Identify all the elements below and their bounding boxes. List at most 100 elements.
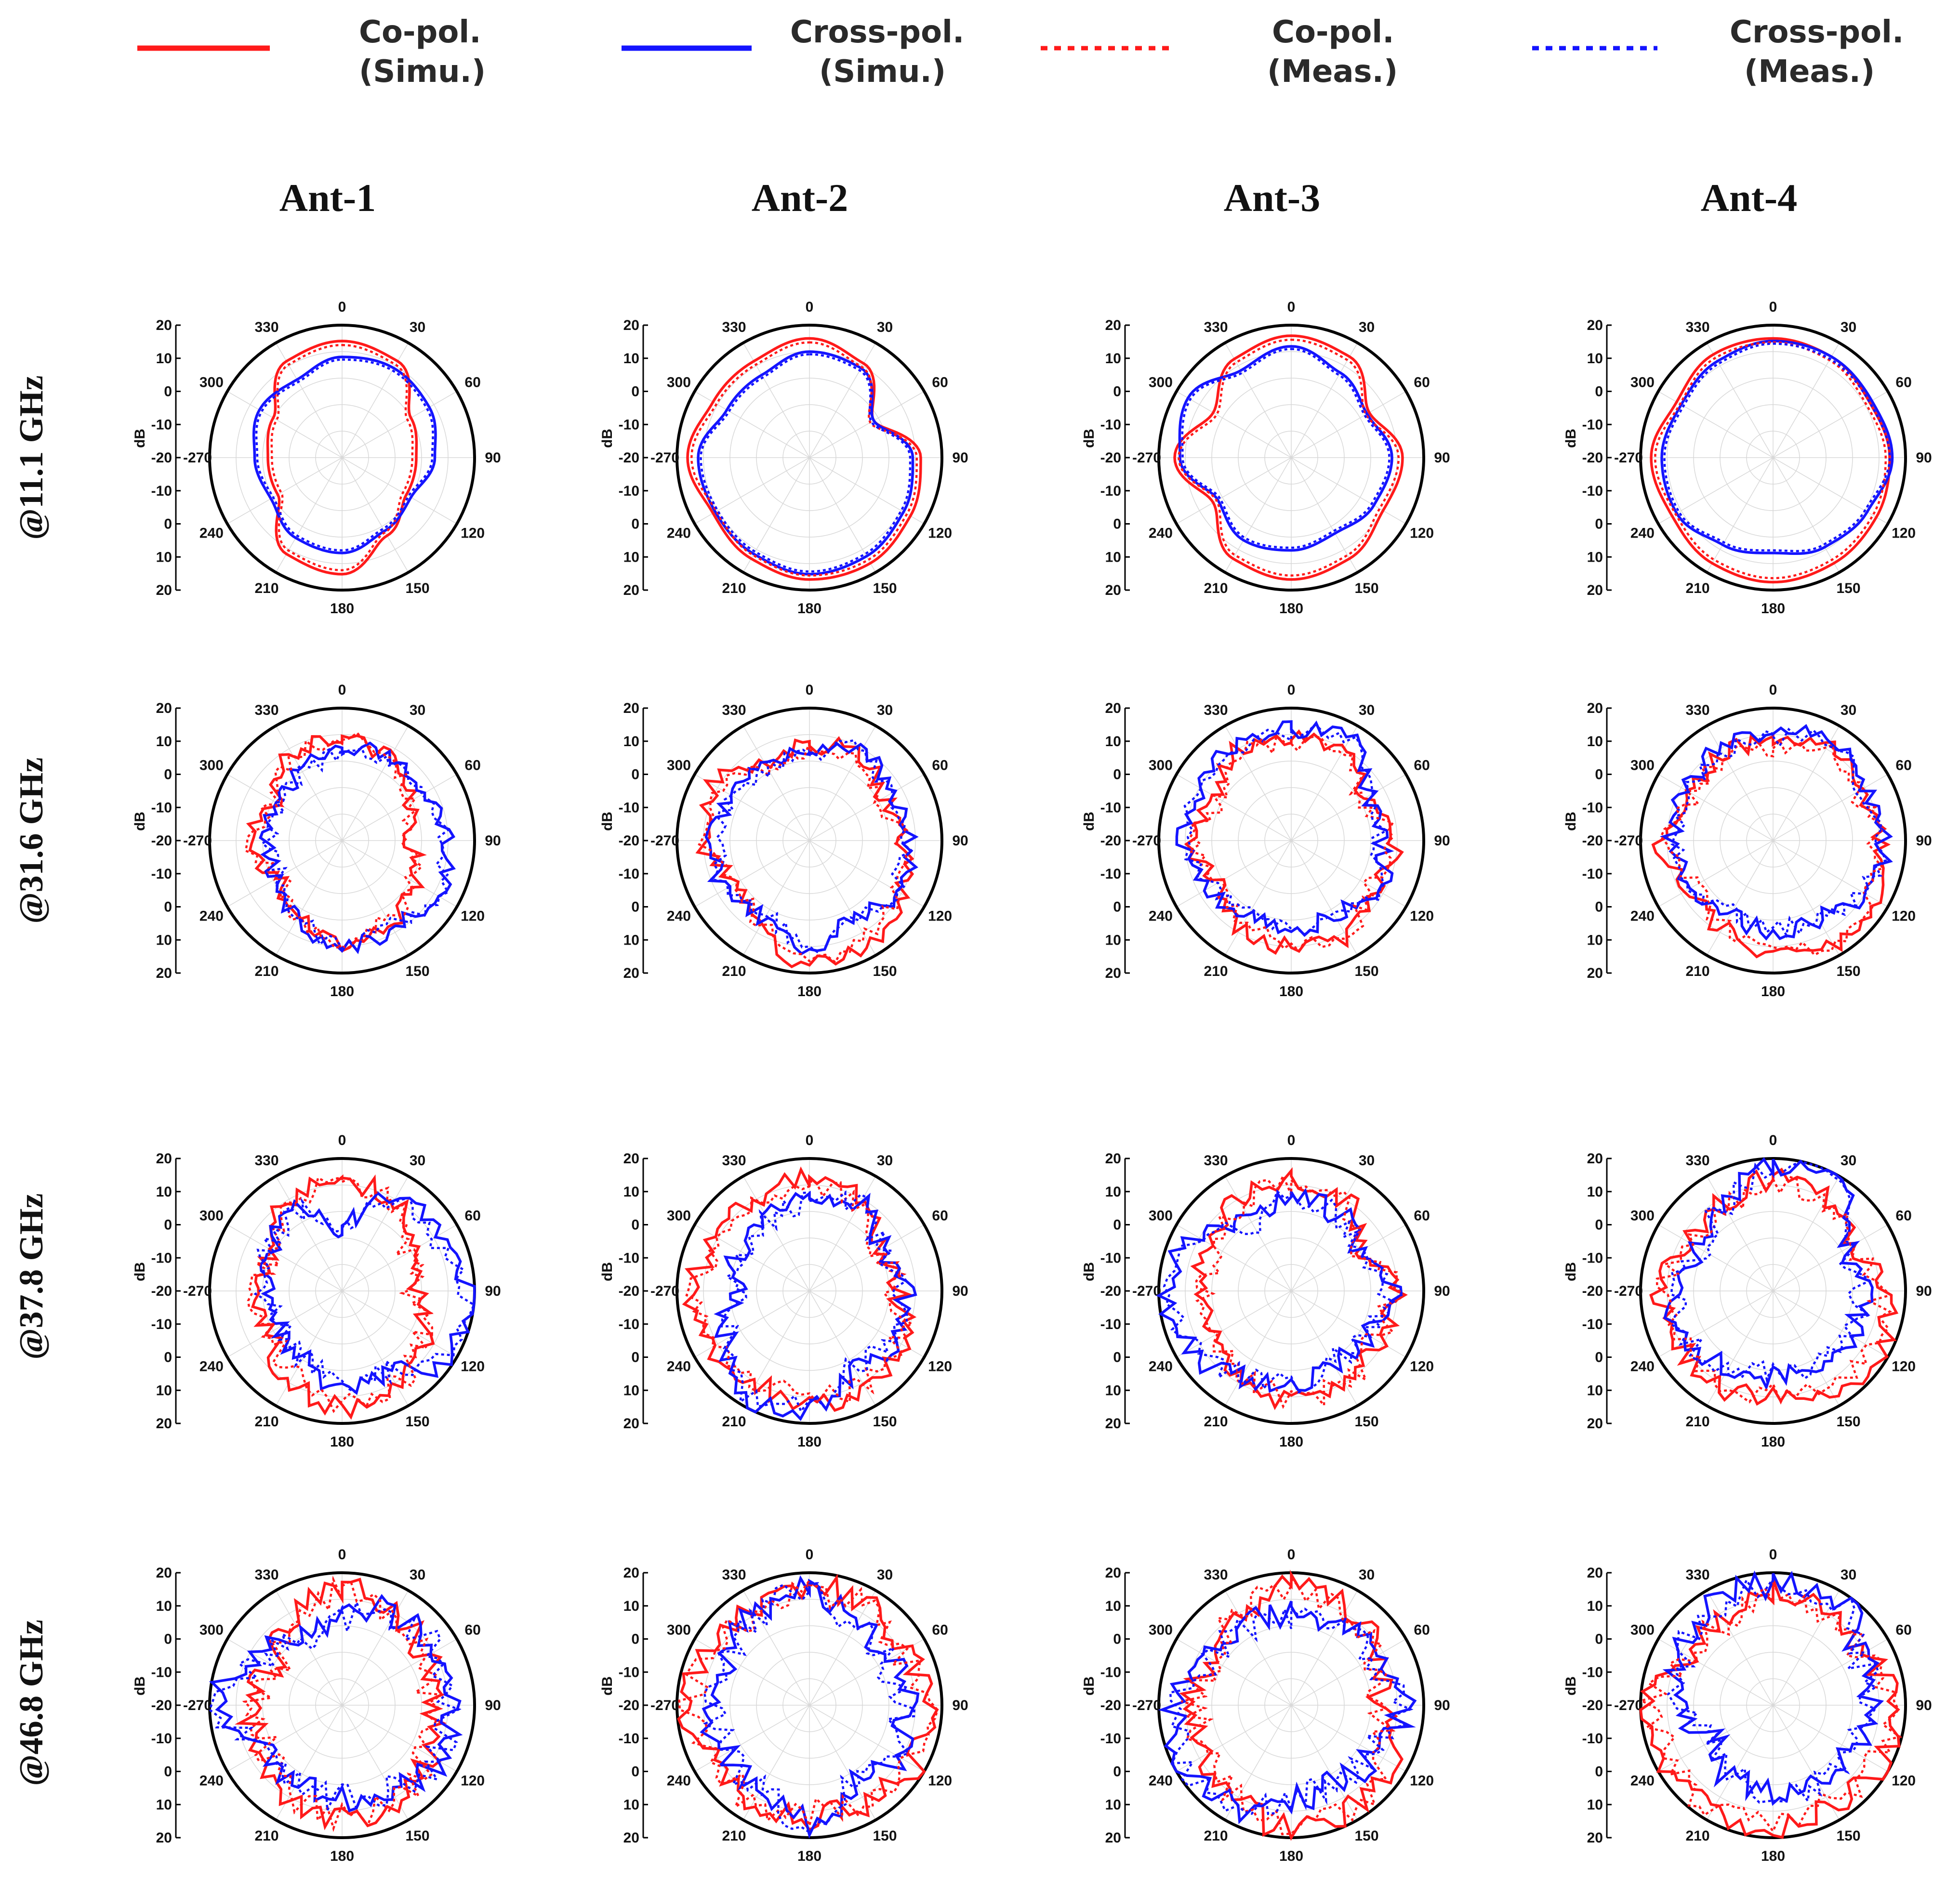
angle-label--270: -270 — [1132, 450, 1161, 466]
grid-spoke — [742, 1590, 810, 1706]
radial-tick-label: -10 — [619, 800, 639, 816]
radial-tick-label: 20 — [1105, 582, 1121, 598]
co-pol-simu-trace — [251, 1174, 435, 1420]
angle-label-0: 0 — [1287, 1132, 1296, 1148]
angle-label-150: 150 — [873, 580, 897, 596]
co-pol-meas-trace — [1655, 1175, 1893, 1405]
radial-tick-label: 20 — [1587, 317, 1603, 333]
outer-ring — [1639, 707, 1907, 974]
radial-tick-label: 20 — [1587, 965, 1603, 981]
co-pol-simu-trace — [1184, 729, 1404, 955]
angle-label-60: 60 — [1895, 1622, 1911, 1638]
radial-tick-label: -10 — [619, 866, 639, 882]
angle-label-210: 210 — [722, 580, 746, 596]
grid-spoke — [1706, 1176, 1774, 1291]
angle-label--270: -270 — [183, 1283, 212, 1299]
radial-tick-label: 10 — [1105, 549, 1121, 565]
radial-tick-label: 10 — [156, 1184, 172, 1200]
radial-tick-label: 0 — [1595, 899, 1603, 915]
angle-label-150: 150 — [873, 1828, 897, 1844]
radial-tick-label: 0 — [1113, 1764, 1121, 1780]
grid-spoke — [1706, 1290, 1774, 1406]
radial-tick-label: 10 — [1587, 932, 1603, 948]
angle-label-330: 330 — [254, 1567, 278, 1583]
grid-spoke — [1291, 1224, 1406, 1291]
radial-tick-label: 0 — [164, 516, 172, 532]
grid-spoke — [809, 457, 876, 573]
polar-plot-ant-1-468GHz: 20 10 0 -10 -20 -10 0 10 20 dB 0 30 60 90 120 150 180 210… — [132, 1547, 501, 1864]
angle-label-210: 210 — [1685, 963, 1709, 979]
grid-spoke — [1773, 457, 1840, 573]
radial-tick-label: -10 — [1582, 483, 1603, 499]
radial-tick-label: 0 — [1595, 1350, 1603, 1366]
radial-tick-label: 0 — [164, 767, 172, 783]
radial-tick-label: 20 — [1587, 700, 1603, 716]
angle-label-240: 240 — [1630, 526, 1655, 541]
legend-cross-meas-label-2: (Meas.) — [1744, 54, 1875, 90]
angle-label-30: 30 — [410, 702, 425, 718]
angle-label-60: 60 — [1414, 1208, 1430, 1224]
grid-spoke — [809, 1176, 876, 1291]
polar-panels: 20 10 0 -10 -20 -10 0 10 20 dB 0 30 60 90 120 150 180 210… — [132, 299, 1932, 1864]
angle-label--270: -270 — [1132, 1698, 1161, 1713]
angle-label-180: 180 — [1761, 1434, 1785, 1450]
radial-tick-label: -20 — [1582, 833, 1603, 849]
angle-label-0: 0 — [1769, 1547, 1777, 1563]
cross-pol-simu-trace — [697, 350, 914, 576]
angle-label-120: 120 — [1892, 908, 1916, 924]
radial-tick-label: 0 — [631, 1350, 639, 1366]
legend-co-sim-label-1: Co-pol. — [359, 14, 481, 50]
angle-label-300: 300 — [1149, 1208, 1173, 1224]
angle-label-180: 180 — [330, 1848, 354, 1864]
radial-tick-label: 20 — [623, 1416, 639, 1432]
grid-spoke — [1658, 1705, 1774, 1772]
radial-tick-label: 0 — [631, 1764, 639, 1780]
angle-label-150: 150 — [873, 963, 897, 979]
radial-tick-label: 20 — [1587, 1416, 1603, 1432]
radial-tick-label: -10 — [151, 1731, 172, 1747]
co-pol-simu-trace — [682, 1166, 917, 1412]
co-pol-meas-trace — [247, 1176, 434, 1413]
angle-label-240: 240 — [1149, 908, 1173, 924]
angle-label-90: 90 — [1916, 450, 1932, 466]
angle-label-90: 90 — [485, 1283, 501, 1299]
grid-spoke — [227, 391, 343, 458]
angle-label-120: 120 — [1410, 1359, 1434, 1375]
radial-tick-label: 20 — [623, 1151, 639, 1167]
db-axis-label: dB — [599, 1262, 615, 1281]
grid-spoke — [1658, 774, 1774, 841]
polar-plot-ant-4-468GHz: 20 10 0 -10 -20 -10 0 10 20 dB 0 30 60 90 120 150 180 210… — [1563, 1547, 1932, 1864]
legend-co-meas-label-1: Co-pol. — [1272, 14, 1394, 50]
legend: Co-pol. (Simu.) Cross-pol. (Simu.) Co-po… — [137, 14, 1904, 90]
angle-label-330: 330 — [1685, 319, 1709, 335]
grid-spoke — [809, 457, 925, 525]
radial-tick-label: 10 — [1105, 1797, 1121, 1813]
co-pol-simu-trace — [695, 736, 914, 969]
angle-label-90: 90 — [952, 833, 968, 849]
grid-spoke — [694, 840, 810, 908]
cross-pol-meas-trace — [711, 739, 915, 953]
polar-plot-ant-3-468GHz: 20 10 0 -10 -20 -10 0 10 20 dB 0 30 60 90 120 150 180 210… — [1081, 1547, 1450, 1864]
angle-label-330: 330 — [1204, 1567, 1228, 1583]
cross-pol-simu-trace — [1663, 1157, 1874, 1391]
angle-label-0: 0 — [338, 1547, 346, 1563]
grid-spoke — [1658, 1224, 1774, 1291]
grid-spoke — [809, 1290, 876, 1406]
radial-tick-label: 0 — [1113, 899, 1121, 915]
angle-label-240: 240 — [1149, 1359, 1173, 1375]
grid-spoke — [275, 840, 343, 956]
radial-tick-label: -10 — [1100, 1731, 1121, 1747]
co-pol-simu-trace — [1173, 334, 1404, 581]
grid-spoke — [1773, 1224, 1888, 1291]
db-axis-label: dB — [1563, 812, 1579, 831]
angle-label-210: 210 — [722, 1828, 746, 1844]
radial-tick-label: 10 — [156, 734, 172, 750]
grid-spoke — [694, 774, 810, 841]
angle-label-210: 210 — [254, 1828, 278, 1844]
co-pol-meas-trace — [244, 731, 424, 949]
radial-tick-label: 20 — [1587, 582, 1603, 598]
radial-tick-label: 10 — [1587, 1184, 1603, 1200]
angle-label--270: -270 — [1614, 833, 1643, 849]
radial-tick-label: -10 — [619, 1316, 639, 1332]
db-axis-label: dB — [1081, 1676, 1097, 1696]
